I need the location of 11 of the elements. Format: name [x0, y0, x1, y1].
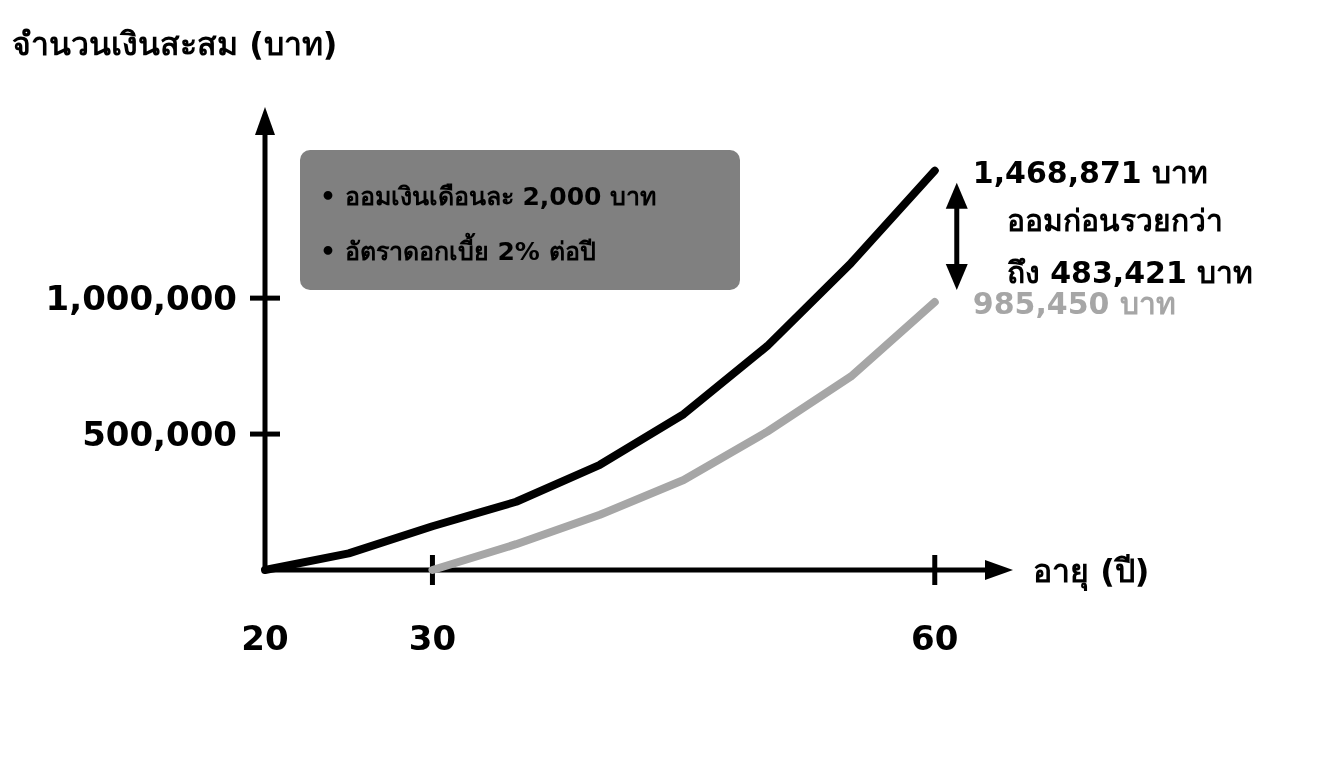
x-axis-title: อายุ (ปี) — [1033, 552, 1150, 592]
x-tick-label: 20 — [241, 618, 289, 658]
y-tick-label: 1,000,000 — [45, 278, 237, 319]
y-axis-title: จำนวนเงินสะสม (บาท) — [12, 25, 338, 63]
y-tick-label: 500,000 — [82, 414, 237, 455]
annotation: • อัตราดอกเบี้ย 2% ต่อปี — [320, 232, 596, 266]
x-tick-label: 30 — [408, 618, 457, 658]
data-label: 1,468,871 บาท — [972, 154, 1209, 190]
x-tick-label: 60 — [911, 618, 959, 658]
annotation: • ออมเงินเดือนละ 2,000 บาท — [320, 182, 657, 211]
note-box: • ออมเงินเดือนละ 2,000 บาท • อัตราดอกเบี้ย 2% ต่อปี — [300, 150, 740, 290]
